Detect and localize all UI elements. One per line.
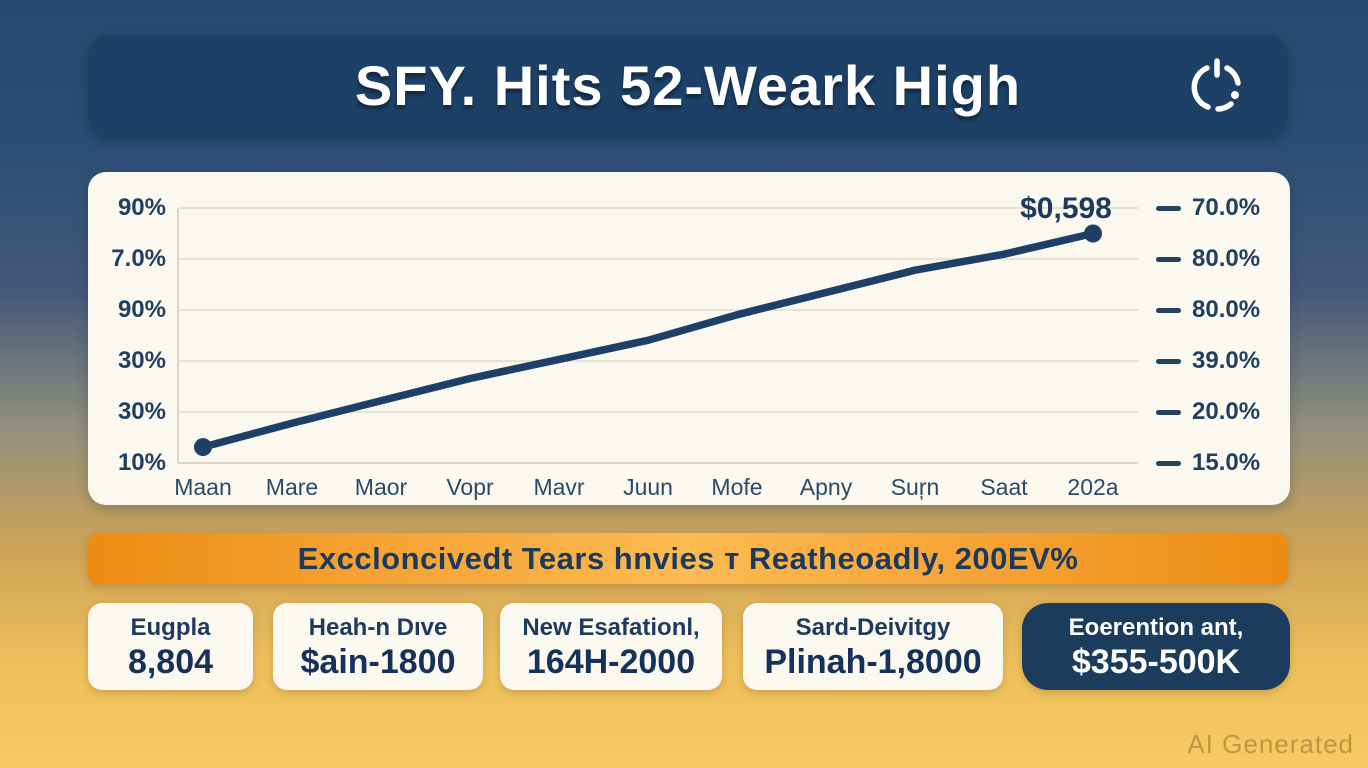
y-axis-left-tick: 10% [117, 449, 166, 476]
x-axis-tick: Maor [354, 474, 408, 500]
stat-card-label: Sard-Deivitgy [795, 613, 951, 641]
stat-card-label: Eoerention ant, [1068, 613, 1244, 641]
y-axis-right-tick: 15.0% [1192, 449, 1261, 476]
y-axis-right-tick: 20.0% [1192, 398, 1261, 425]
peak-value-label: $0,598 [1020, 192, 1112, 225]
stat-card-label: New Esafationl, [522, 613, 700, 641]
headline-banner-text: Exccloncivedt Tears hnvies т Reatheoadly… [297, 540, 1079, 576]
power-gauge-icon [1191, 57, 1241, 112]
y-axis-right-dash [1156, 410, 1181, 415]
x-axis-tick: Mavr [533, 474, 585, 500]
chart-plot-area [177, 207, 1138, 464]
stat-card-value: $ain-1800 [300, 642, 456, 681]
headline-banner: Exccloncivedt Tears hnvies т Reatheoadly… [88, 533, 1288, 584]
y-axis-right-dash [1156, 257, 1181, 262]
x-axis-tick: Mare [265, 474, 319, 500]
x-axis-tick: Suŗn [890, 474, 940, 500]
y-axis-left-tick: 7.0% [111, 245, 166, 272]
y-axis-right-dash [1156, 461, 1181, 466]
y-axis-right-dash [1156, 308, 1181, 313]
ai-generated-watermark: AI Generated [1187, 729, 1354, 759]
y-axis-right-tick: 70.0% [1192, 194, 1261, 221]
y-axis-left-tick: 30% [117, 347, 166, 374]
y-axis-right-dash [1156, 359, 1181, 364]
page-title: SFY. Hits 52-Weark High [354, 54, 1022, 117]
y-axis-right-tick: 39.0% [1192, 347, 1261, 374]
x-axis-tick: Vopr [446, 474, 494, 500]
x-axis-tick: Saat [980, 474, 1028, 500]
y-axis-right-tick: 80.0% [1192, 245, 1261, 272]
x-axis-tick: Maan [174, 474, 232, 500]
stat-card-label: Eugpla [130, 613, 211, 641]
stat-card-highlight: Eoerention ant, $355-500K [1022, 603, 1290, 690]
stat-card: New Esafationl, 164H-2000 [500, 603, 722, 690]
stat-card-value: 164H-2000 [526, 642, 696, 681]
x-axis-tick: Mofe [711, 474, 763, 500]
y-axis-left-tick: 30% [117, 398, 166, 425]
y-axis-right-dash [1156, 206, 1181, 211]
stat-card-value: Plinah-1,8000 [764, 642, 982, 681]
y-axis-left-tick: 90% [117, 194, 166, 221]
y-axis-left-tick: 90% [117, 296, 166, 323]
x-axis-tick: 202a [1067, 474, 1119, 500]
y-axis-right-tick: 80.0% [1192, 296, 1261, 323]
stat-card-value: $355-500K [1071, 642, 1241, 681]
title-bar: SFY. Hits 52-Weark High [88, 35, 1288, 136]
x-axis-tick: Juun [623, 474, 673, 500]
stat-card: Heah-n Dıve $ain-1800 [273, 603, 483, 690]
x-axis-tick: Apny [799, 474, 853, 500]
stat-card-value: 8,804 [127, 642, 214, 681]
stat-card-label: Heah-n Dıve [308, 613, 448, 641]
stat-card: Sard-Deivitgy Plinah-1,8000 [743, 603, 1003, 690]
stat-card: Eugpla 8,804 [88, 603, 253, 690]
stock-line-chart: 90% 7.0% 90% 30% 30% 10% 70.0% 80.0% 80.… [88, 172, 1290, 505]
